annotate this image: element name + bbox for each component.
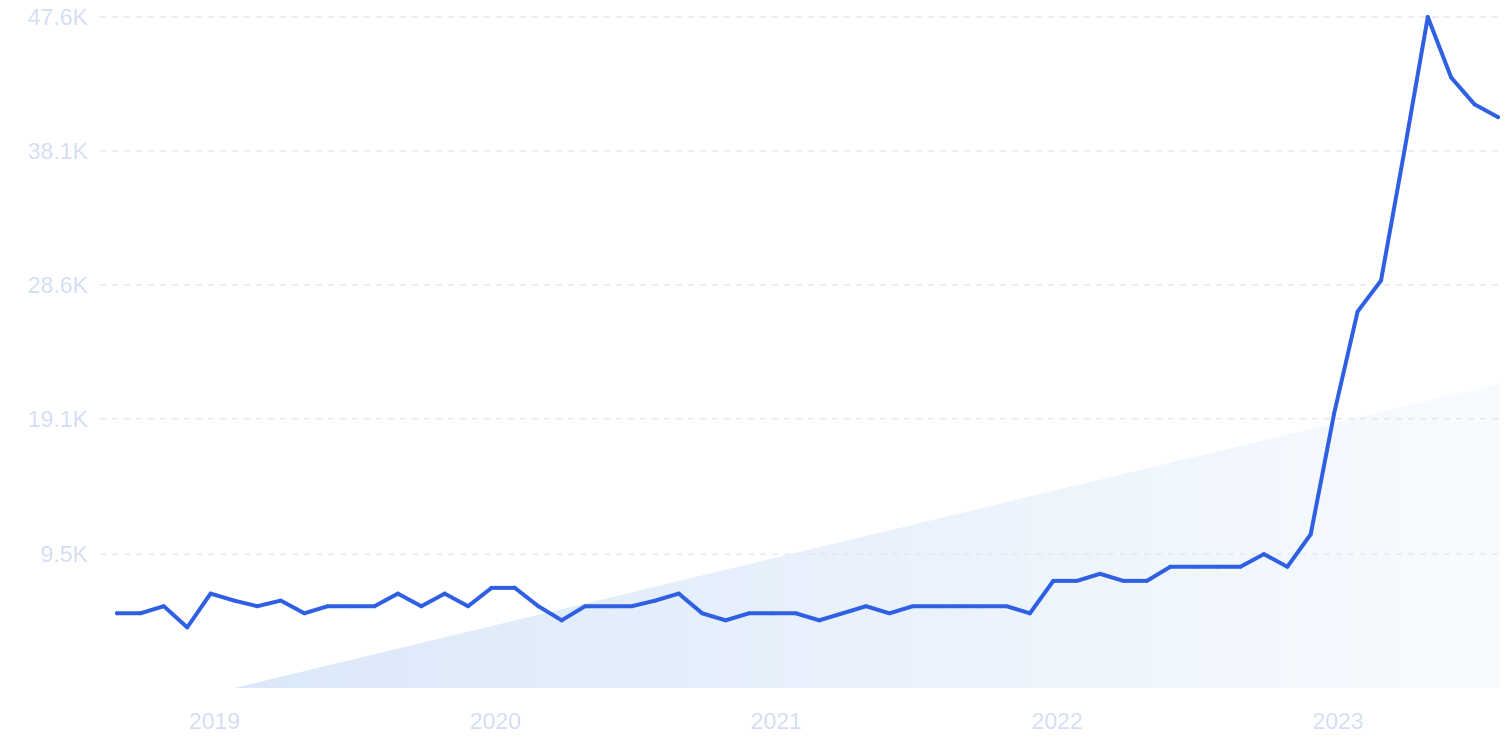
data-point xyxy=(208,591,213,596)
data-point xyxy=(1332,411,1337,416)
data-point xyxy=(1378,278,1383,283)
x-tick-label: 2021 xyxy=(751,708,802,734)
data-point xyxy=(1308,532,1313,537)
data-point xyxy=(1074,578,1079,583)
data-point xyxy=(1168,564,1173,569)
data-point xyxy=(1472,102,1477,107)
data-point xyxy=(887,611,892,616)
y-axis: 9.5K 19.1K 28.6K 38.1K 47.6K xyxy=(28,4,89,567)
data-point xyxy=(1496,115,1500,120)
data-point xyxy=(746,611,751,616)
data-point xyxy=(1425,15,1430,19)
data-point xyxy=(1261,552,1266,557)
data-point xyxy=(934,604,939,609)
data-point xyxy=(232,598,237,603)
data-point xyxy=(1238,564,1243,569)
data-point xyxy=(793,611,798,616)
data-point xyxy=(489,585,494,590)
series-line xyxy=(115,15,1500,630)
data-point xyxy=(1355,309,1360,314)
data-point xyxy=(864,604,869,609)
x-tick-label: 2020 xyxy=(470,708,521,734)
y-tick-label: 19.1K xyxy=(28,406,89,432)
y-tick-label: 47.6K xyxy=(28,4,89,30)
data-point xyxy=(723,618,728,623)
data-point xyxy=(957,604,962,609)
series-layer xyxy=(115,15,1500,630)
data-point xyxy=(1004,604,1009,609)
data-point xyxy=(442,591,447,596)
data-point xyxy=(325,604,330,609)
data-point xyxy=(981,604,986,609)
data-point xyxy=(840,611,845,616)
data-point xyxy=(583,604,588,609)
data-point xyxy=(1215,564,1220,569)
data-point xyxy=(349,604,354,609)
data-point xyxy=(1402,148,1407,153)
data-point xyxy=(185,625,190,630)
data-point xyxy=(1144,578,1149,583)
data-point xyxy=(629,604,634,609)
data-point xyxy=(559,618,564,623)
data-point xyxy=(161,604,166,609)
data-point xyxy=(419,604,424,609)
x-axis: 2019 2020 2021 2022 2023 xyxy=(189,708,1364,734)
data-point xyxy=(817,618,822,623)
data-point xyxy=(1027,611,1032,616)
data-point xyxy=(536,604,541,609)
y-tick-label: 9.5K xyxy=(41,541,89,567)
data-point xyxy=(1051,578,1056,583)
data-point xyxy=(512,585,517,590)
x-tick-label: 2019 xyxy=(189,708,240,734)
data-point xyxy=(910,604,915,609)
data-point xyxy=(255,604,260,609)
data-point xyxy=(115,611,119,616)
y-tick-label: 38.1K xyxy=(28,138,89,164)
data-point xyxy=(395,591,400,596)
gridlines xyxy=(100,16,1500,555)
data-point xyxy=(700,611,705,616)
data-point xyxy=(1191,564,1196,569)
y-tick-label: 28.6K xyxy=(28,272,89,298)
data-point xyxy=(302,611,307,616)
data-point xyxy=(606,604,611,609)
data-point xyxy=(770,611,775,616)
data-point xyxy=(1098,571,1103,576)
data-point xyxy=(676,591,681,596)
x-tick-label: 2022 xyxy=(1032,708,1083,734)
data-point xyxy=(1121,578,1126,583)
data-point xyxy=(278,598,283,603)
data-point xyxy=(372,604,377,609)
x-tick-label: 2023 xyxy=(1313,708,1364,734)
data-point xyxy=(138,611,143,616)
data-point xyxy=(1449,75,1454,80)
data-point xyxy=(466,604,471,609)
data-point xyxy=(653,598,658,603)
data-point xyxy=(1285,564,1290,569)
